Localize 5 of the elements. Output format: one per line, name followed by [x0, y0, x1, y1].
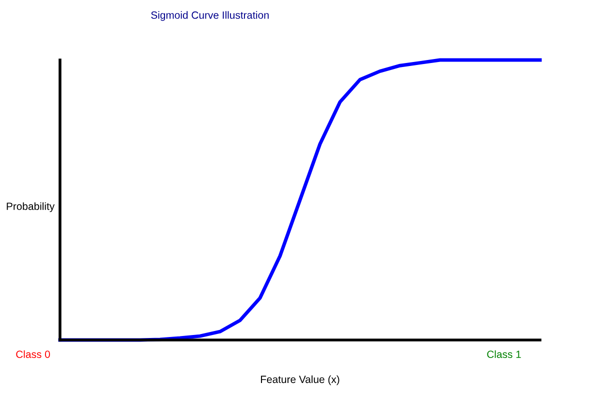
chart-title: Sigmoid Curve Illustration	[151, 11, 269, 21]
text: Class 1	[487, 350, 521, 358]
x-axis-title: Feature Value (x)	[261, 375, 340, 386]
y-axis-title: Probability	[6, 202, 55, 212]
text: Class 0	[16, 350, 50, 358]
